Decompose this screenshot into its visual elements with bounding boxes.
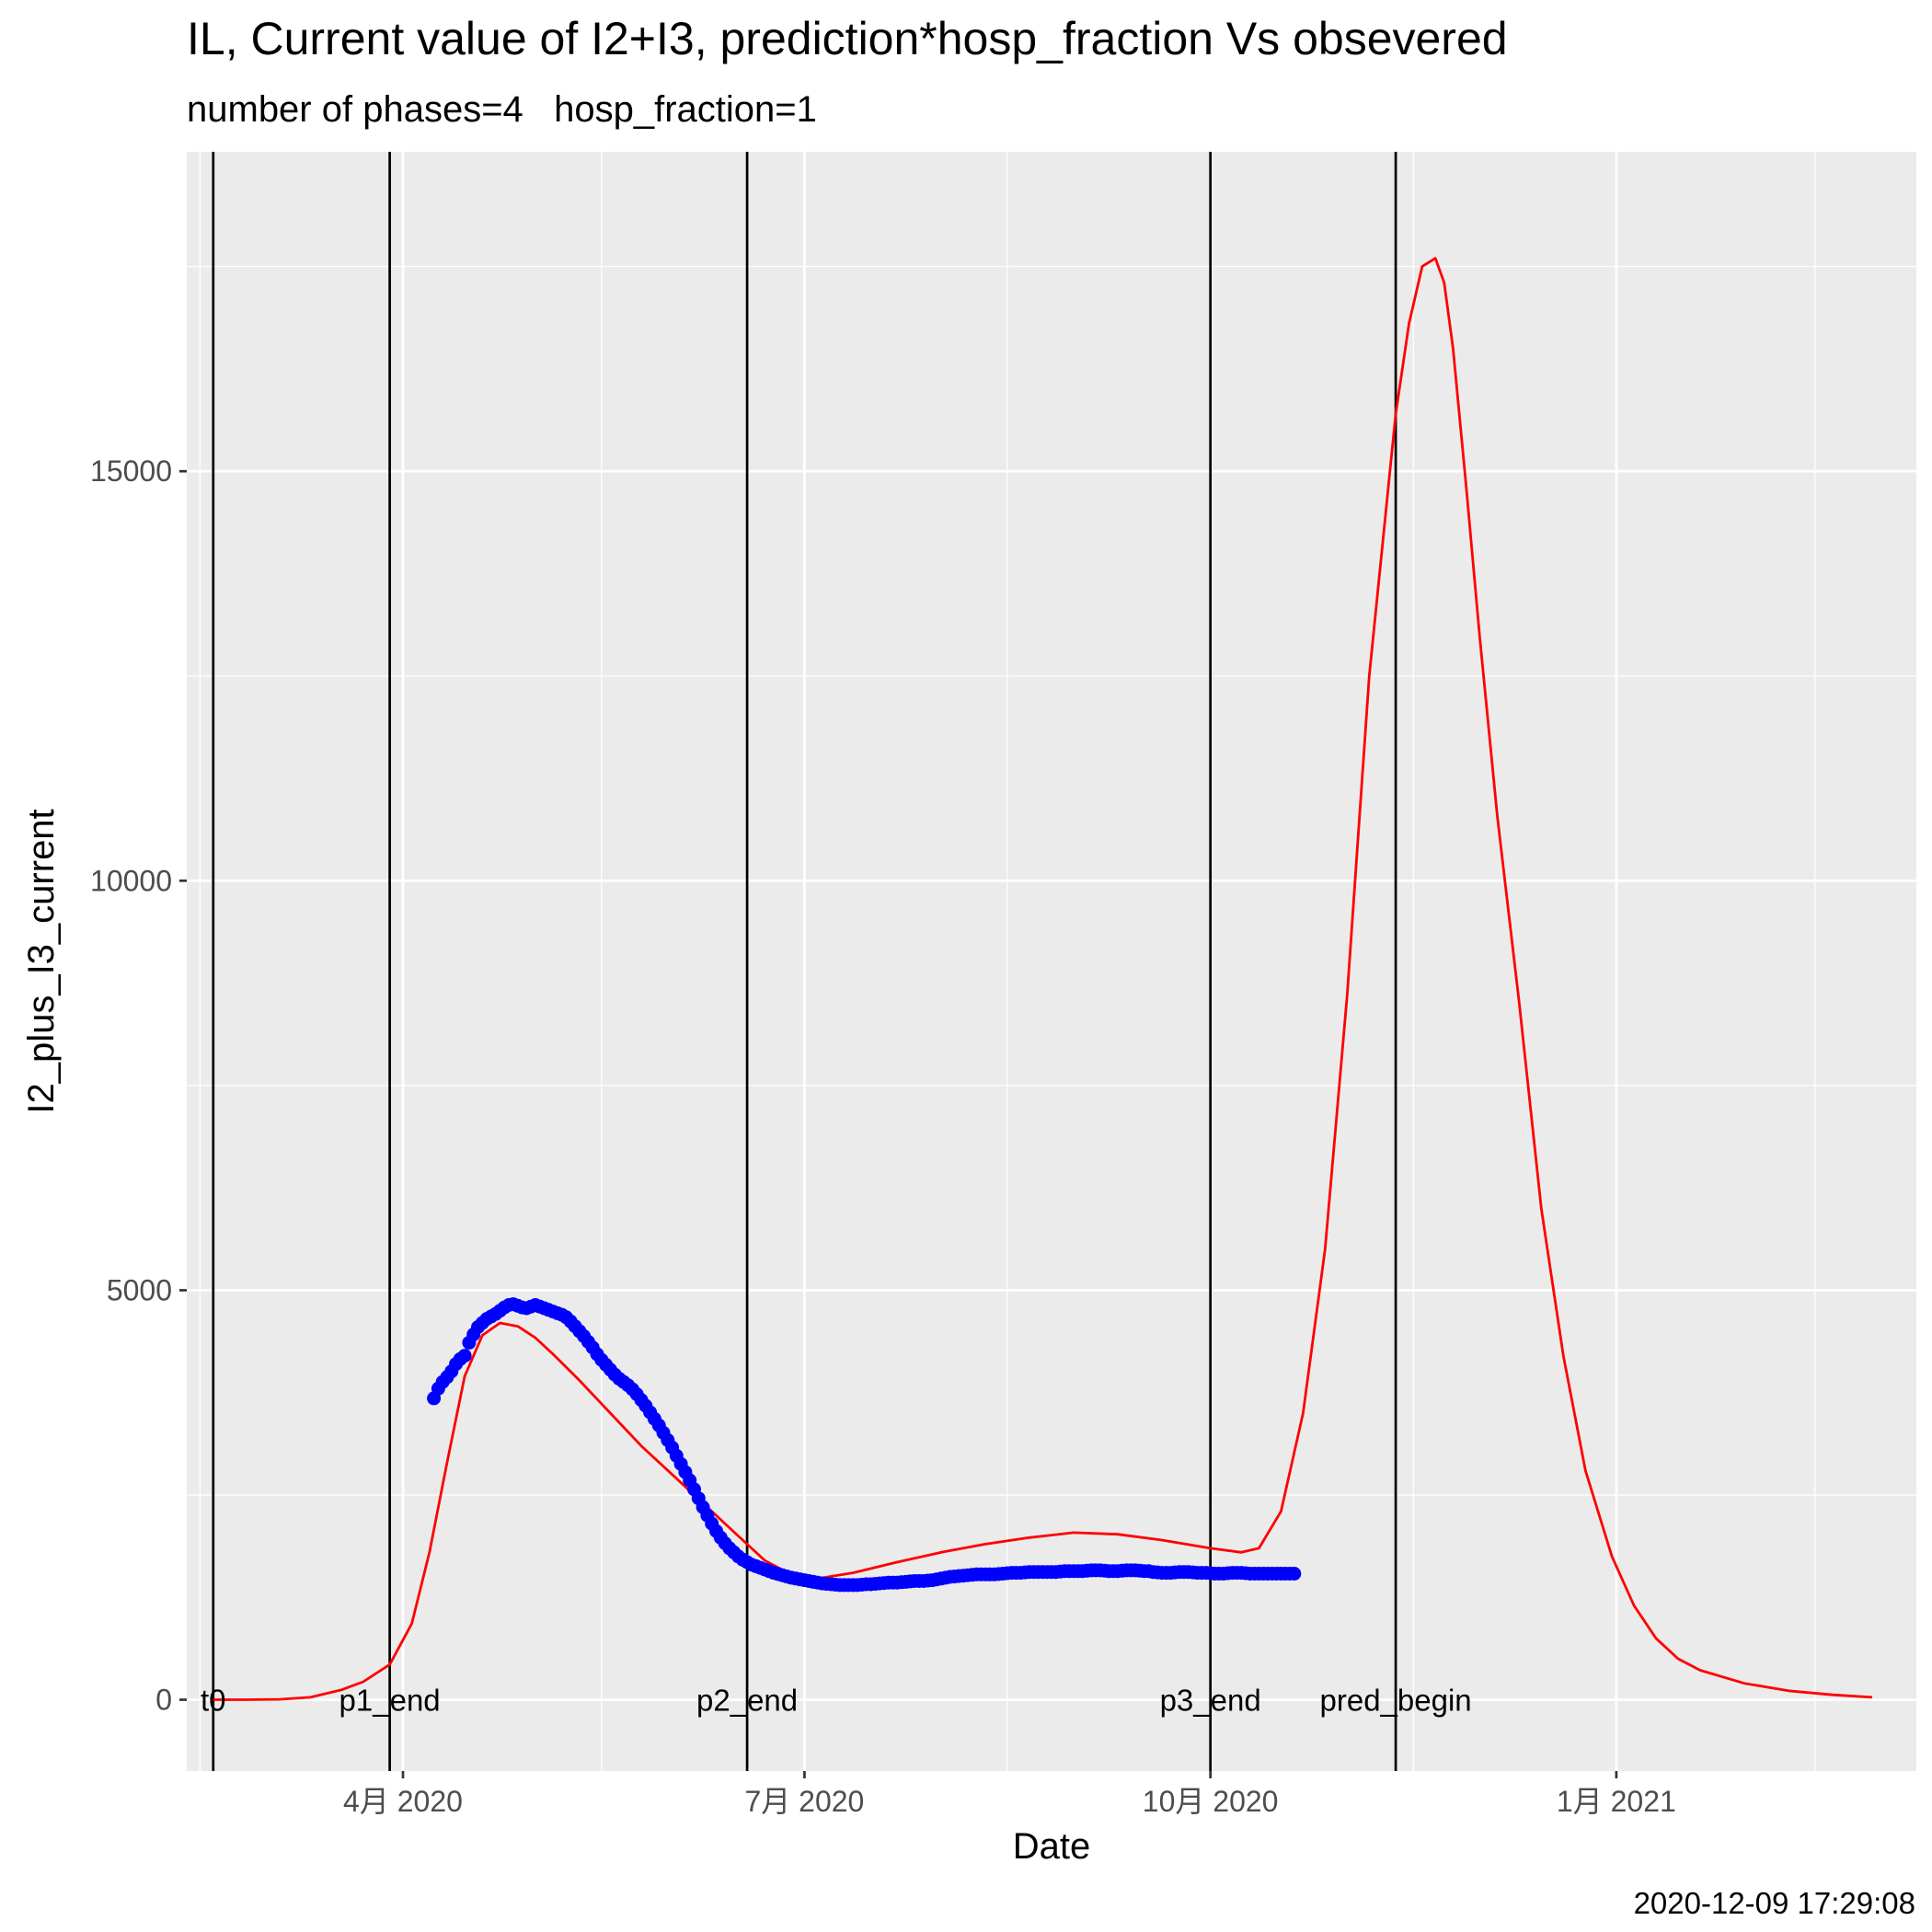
- phase-label-pred-begin: pred_begin: [1320, 1684, 1472, 1718]
- y-tick-label: 15000: [90, 454, 172, 488]
- chart-title: IL, Current value of I2+I3, prediction*h…: [187, 13, 1508, 64]
- phase-label-t0: t0: [201, 1684, 226, 1718]
- x-tick-label: 10月 2020: [1143, 1785, 1279, 1818]
- x-axis: 4月 2020 7月 2020 10月 2020 1月 2021: [343, 1771, 1676, 1818]
- phase-label-p2-end: p2_end: [696, 1684, 798, 1718]
- chart-caption: 2020-12-09 17:29:08: [1634, 1886, 1915, 1920]
- x-tick-label: 4月 2020: [343, 1785, 463, 1818]
- phase-label-p3-end: p3_end: [1160, 1684, 1261, 1718]
- phase-labels: t0 p1_end p2_end p3_end pred_begin: [201, 1684, 1472, 1718]
- observed-point: [1287, 1567, 1302, 1581]
- prediction-series: [213, 257, 1873, 1701]
- chart-subtitle: number of phases=4 hosp_fraction=1: [187, 89, 817, 130]
- x-axis-label: Date: [1013, 1826, 1091, 1867]
- y-axis: 0 5000 10000 15000: [90, 454, 187, 1717]
- y-axis-label: I2_plus_I3_current: [21, 809, 62, 1113]
- plot-panel: [187, 152, 1916, 1771]
- y-tick-label: 5000: [107, 1273, 172, 1306]
- observed-series: [427, 1297, 1302, 1593]
- y-tick-label: 0: [155, 1684, 172, 1717]
- x-tick-label: 7月 2020: [744, 1785, 864, 1818]
- phase-label-p1-end: p1_end: [339, 1684, 441, 1718]
- grid-minor: [187, 152, 1916, 1771]
- x-tick-label: 1月 2021: [1557, 1785, 1676, 1818]
- observed-point: [457, 1349, 472, 1363]
- prediction-line: [213, 257, 1873, 1701]
- y-tick-label: 10000: [90, 864, 172, 897]
